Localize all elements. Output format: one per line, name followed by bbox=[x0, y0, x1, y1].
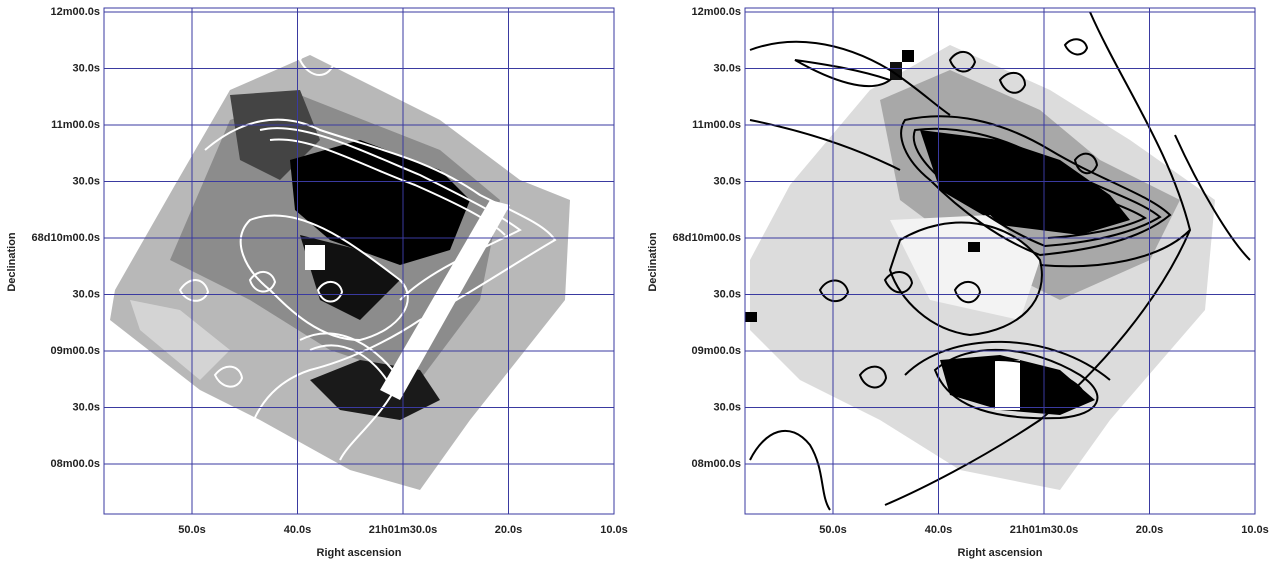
y-tick-label: 12m00.0s bbox=[50, 6, 100, 18]
y-tick-label: 08m00.0s bbox=[50, 458, 100, 470]
y-tick-label: 08m00.0s bbox=[691, 458, 741, 470]
frame bbox=[744, 7, 1256, 515]
x-tick-label: 21h01m30.0s bbox=[1010, 524, 1079, 536]
y-tick-label: 30.0s bbox=[72, 288, 100, 300]
y-tick-label: 30.0s bbox=[713, 175, 741, 187]
x-tick-label: 20.0s bbox=[495, 524, 523, 536]
y-tick-label: 30.0s bbox=[713, 62, 741, 74]
y-axis-label: Declination bbox=[647, 232, 659, 292]
x-axis-label: Right ascension bbox=[317, 547, 402, 559]
x-tick-label: 40.0s bbox=[925, 524, 953, 536]
left-contours bbox=[178, 45, 557, 461]
y-tick-label: 11m00.0s bbox=[692, 119, 741, 131]
y-tick-label: 09m00.0s bbox=[691, 345, 741, 357]
x-tick-label: 21h01m30.0s bbox=[369, 524, 438, 536]
x-tick-label: 10.0s bbox=[600, 524, 628, 536]
x-axis-label: Right ascension bbox=[958, 547, 1043, 559]
y-tick-label: 09m00.0s bbox=[50, 345, 100, 357]
y-tick-label: 30.0s bbox=[72, 401, 100, 413]
right-image bbox=[745, 45, 1215, 490]
y-tick-label: 11m00.0s bbox=[51, 119, 100, 131]
left-image bbox=[110, 55, 570, 490]
y-tick-label: 30.0s bbox=[713, 401, 741, 413]
y-tick-label: 30.0s bbox=[72, 175, 100, 187]
x-tick-label: 20.0s bbox=[1136, 524, 1164, 536]
y-tick-label: 68d10m00.0s bbox=[673, 232, 742, 244]
y-tick-label: 30.0s bbox=[713, 288, 741, 300]
x-tick-label: 10.0s bbox=[1241, 524, 1269, 536]
y-tick-label: 68d10m00.0s bbox=[32, 232, 101, 244]
x-tick-label: 50.0s bbox=[819, 524, 847, 536]
x-tick-label: 50.0s bbox=[178, 524, 206, 536]
x-tick-label: 40.0s bbox=[284, 524, 312, 536]
y-tick-label: 12m00.0s bbox=[691, 6, 741, 18]
y-axis-label: Declination bbox=[6, 232, 18, 292]
frame bbox=[103, 7, 615, 515]
y-tick-label: 30.0s bbox=[72, 62, 100, 74]
